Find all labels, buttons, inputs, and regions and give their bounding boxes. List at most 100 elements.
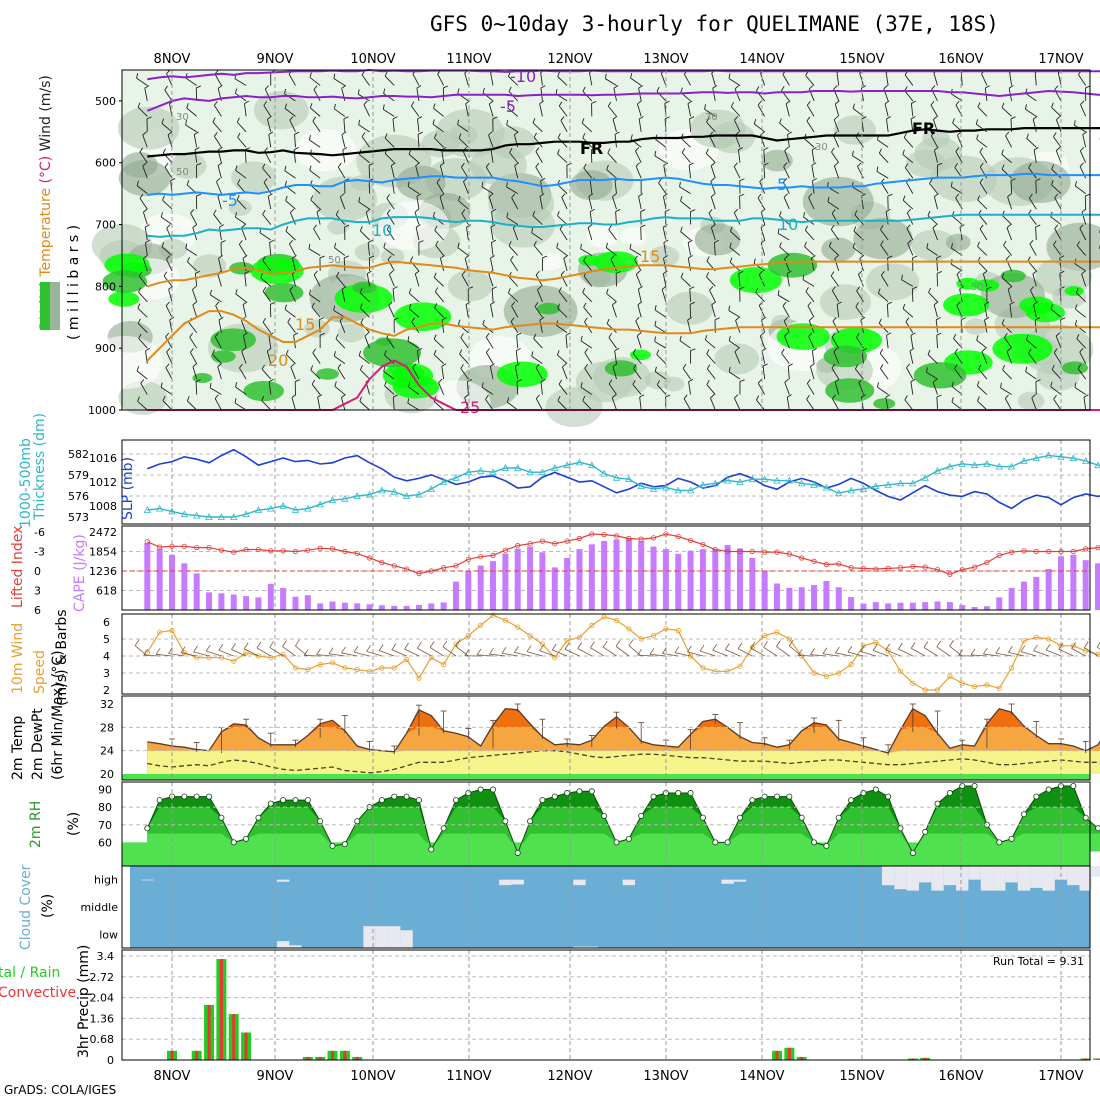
wind-barb-flag bbox=[166, 347, 171, 353]
wind-speed-point bbox=[490, 612, 496, 618]
rh-point bbox=[971, 783, 978, 790]
wind-barb-flag bbox=[608, 379, 613, 385]
thickness-point bbox=[402, 492, 411, 499]
wind-barb bbox=[1025, 108, 1037, 117]
wind-barb-flag bbox=[185, 243, 188, 249]
wind-barb-flag bbox=[779, 241, 782, 247]
wind-barb-flag bbox=[337, 363, 342, 369]
wind-barb bbox=[458, 200, 469, 210]
wind-barb bbox=[630, 77, 642, 86]
wind-barb-flag bbox=[511, 193, 516, 198]
wind-barb bbox=[557, 184, 568, 194]
cape-bar bbox=[329, 601, 336, 610]
wind-barb-flag bbox=[1004, 332, 1008, 338]
wind-barb bbox=[237, 137, 247, 148]
wind-barb-flag bbox=[142, 162, 147, 167]
wind-barb-flag bbox=[441, 363, 447, 367]
wind-barb-flag bbox=[879, 364, 884, 369]
wind-barb-flag bbox=[1031, 394, 1036, 399]
wind-barb-flag bbox=[759, 332, 765, 337]
lifted-index-point bbox=[626, 535, 632, 542]
wind-barb-flag bbox=[977, 241, 980, 247]
wind-barb-flag bbox=[238, 240, 243, 245]
wind-barb bbox=[485, 352, 494, 364]
wind-barb bbox=[367, 242, 371, 256]
wind-barb bbox=[134, 645, 148, 657]
rh-patch bbox=[586, 224, 619, 248]
precip-convective-bar bbox=[170, 1050, 174, 1060]
wind-barb-flag bbox=[738, 147, 744, 151]
wind-barb-flag bbox=[1079, 224, 1084, 229]
wind-barb bbox=[582, 91, 593, 102]
wind-barb-flag bbox=[489, 647, 494, 655]
wind-barb-flag bbox=[432, 211, 436, 217]
lifted-index-point bbox=[947, 571, 953, 577]
wind-barb bbox=[711, 304, 716, 318]
thickness-point bbox=[995, 462, 1003, 470]
wind-barb bbox=[1033, 304, 1037, 318]
wind-barb bbox=[802, 279, 815, 287]
isotherm-line bbox=[147, 127, 1100, 158]
wind-speed-point bbox=[947, 673, 953, 680]
wind-speed-point bbox=[576, 634, 583, 640]
y-tick-label: 0 bbox=[107, 1054, 114, 1067]
wind-barb-flag bbox=[935, 317, 941, 321]
wind-barb-flag bbox=[956, 301, 961, 306]
rh-moist-patch bbox=[536, 302, 561, 315]
wind-barb bbox=[142, 258, 148, 272]
wind-barb-flag bbox=[1001, 102, 1005, 108]
wind-barb-flag bbox=[566, 162, 572, 166]
lifted-index-point bbox=[379, 559, 385, 566]
wind-barb bbox=[507, 107, 519, 117]
wind-barb-flag bbox=[368, 178, 374, 182]
wind-barb-flag bbox=[783, 178, 788, 183]
y-tick-label: 2.04 bbox=[90, 992, 115, 1005]
thickness-point bbox=[378, 486, 386, 494]
wind-barb-flag bbox=[926, 243, 929, 249]
rh-point bbox=[761, 793, 768, 800]
wind-barb-flag bbox=[539, 100, 545, 105]
wind-barb-flag bbox=[786, 270, 792, 274]
wind-speed-point bbox=[934, 687, 941, 693]
wind-barb bbox=[759, 335, 766, 349]
wind-barb-flag bbox=[186, 396, 190, 402]
wind-barb-flag bbox=[241, 347, 246, 352]
wind-barb bbox=[632, 353, 642, 364]
precip-convective-bar bbox=[331, 1050, 335, 1060]
lifted-index-point bbox=[922, 564, 928, 570]
wind-barb bbox=[903, 137, 914, 148]
wind-barb-flag bbox=[310, 180, 313, 186]
wind-barb-flag bbox=[654, 320, 657, 326]
wind-barb bbox=[488, 196, 494, 210]
wind-barb bbox=[603, 646, 617, 657]
wind-barb-flag bbox=[608, 333, 613, 338]
wind-barb-flag bbox=[614, 347, 620, 352]
wind-barb bbox=[777, 232, 790, 241]
wind-barb-flag bbox=[663, 270, 668, 275]
wind-barb-flag bbox=[654, 366, 657, 372]
wind-barb bbox=[580, 386, 593, 395]
wind-barb bbox=[1051, 107, 1062, 117]
wind-barb bbox=[606, 169, 617, 179]
wind-barb-flag bbox=[214, 101, 218, 106]
wind-speed-point bbox=[527, 632, 533, 639]
wind-barb bbox=[335, 338, 346, 349]
rh-patch bbox=[424, 380, 491, 427]
wind-barb bbox=[710, 227, 716, 241]
wind-barb-flag bbox=[429, 641, 435, 648]
lifted-index-point bbox=[317, 545, 323, 551]
y-tick-label: 500 bbox=[95, 95, 116, 108]
wind-barb bbox=[317, 397, 321, 411]
wind-barb bbox=[1079, 150, 1087, 163]
wind-barb-flag bbox=[162, 395, 166, 401]
wind-barb-flag bbox=[365, 208, 371, 213]
wind-barb-flag bbox=[442, 640, 448, 648]
rh-point bbox=[378, 797, 385, 804]
wind-barb-flag bbox=[416, 642, 422, 649]
wind-barb-flag bbox=[412, 363, 417, 369]
wind-barb bbox=[384, 153, 395, 164]
thickness-point bbox=[909, 479, 917, 487]
cape-bar bbox=[317, 603, 324, 610]
wind-barb-flag bbox=[656, 380, 660, 386]
wind-barb bbox=[241, 227, 247, 241]
